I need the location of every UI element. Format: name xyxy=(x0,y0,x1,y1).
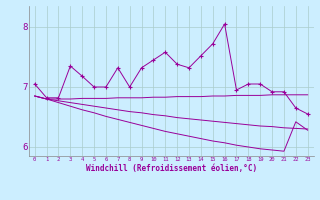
X-axis label: Windchill (Refroidissement éolien,°C): Windchill (Refroidissement éolien,°C) xyxy=(86,164,257,173)
